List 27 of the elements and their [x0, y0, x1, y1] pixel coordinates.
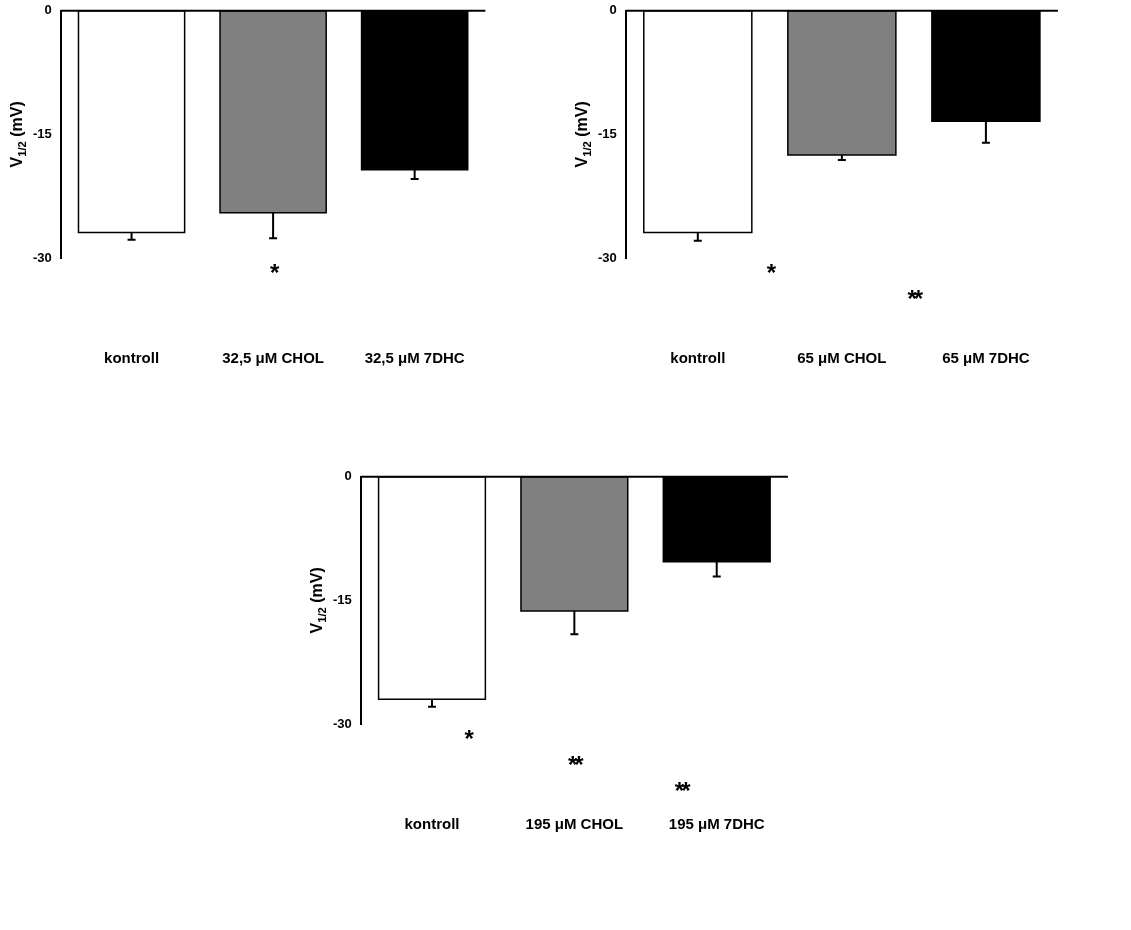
y-axis-title: V1/2 (mV)	[308, 567, 328, 634]
y-axis-title: V1/2 (mV)	[8, 101, 28, 168]
text: **	[674, 776, 692, 804]
y-tick-label: -15	[597, 125, 617, 141]
y-tick-label: 0	[44, 2, 52, 18]
y-tick-label: 0	[344, 468, 352, 484]
text: **	[568, 750, 585, 778]
y-axis-title: V1/2 (mV)	[573, 101, 593, 168]
x-tick-label: 195 μM CHOL	[525, 815, 624, 833]
y-tick-label: -30	[32, 249, 52, 265]
annotation: *	[269, 258, 280, 286]
y-tick-label: -30	[332, 715, 352, 731]
y-tick-label: -30	[597, 249, 617, 265]
x-tick-label: 32,5 μM 7DHC	[364, 349, 465, 367]
x-tick-label: 65 μM CHOL	[797, 349, 887, 367]
x-tick-label: 65 μM 7DHC	[942, 349, 1030, 367]
annotation: *	[464, 724, 475, 752]
y-tick-label: 0	[609, 2, 617, 18]
x-tick-label: 32,5 μM CHOL	[222, 349, 324, 367]
x-tick-label: kontroll	[670, 349, 726, 367]
x-tick-label: 195 μM 7DHC	[668, 815, 765, 833]
y-tick-label: -15	[332, 591, 352, 607]
text: **	[907, 284, 924, 312]
x-tick-label: kontroll	[104, 349, 160, 367]
annotation: *	[766, 258, 777, 286]
y-tick-label: -15	[32, 125, 52, 141]
x-tick-label: kontroll	[404, 815, 460, 833]
